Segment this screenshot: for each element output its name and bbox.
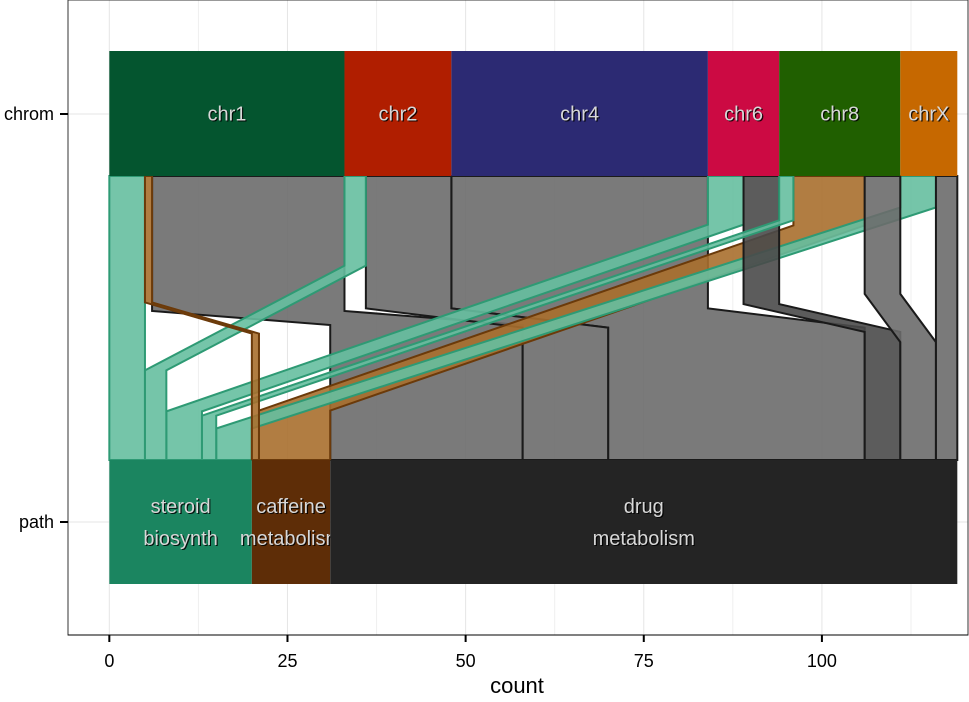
block-label-drug-metabolism: drug bbox=[624, 496, 664, 518]
block-chr8 bbox=[779, 51, 901, 176]
block-label-shadow: chr2 bbox=[380, 105, 419, 127]
block-caffeine-metabolism bbox=[251, 460, 331, 584]
block-label-chr8: chr8 bbox=[820, 104, 859, 126]
flows bbox=[108, 175, 959, 461]
block-label-drug-metabolism: metabolism bbox=[593, 528, 695, 550]
x-axis-title: count bbox=[490, 673, 544, 698]
block-label-shadow: drug bbox=[625, 497, 665, 519]
block-label-shadow: biosynth bbox=[145, 529, 220, 551]
flow-chrx-to-drug-metabolism bbox=[934, 175, 959, 461]
block-label-shadow: chr6 bbox=[725, 105, 764, 127]
block-chr6 bbox=[707, 51, 780, 176]
block-label-steroid-biosynth: steroid bbox=[151, 496, 211, 518]
x-ticks: 0 25 50 75 100 bbox=[104, 635, 837, 671]
y-tick-label-chrom: chrom bbox=[4, 104, 54, 124]
block-label-shadow: chr1 bbox=[209, 105, 248, 127]
block-label-shadow: caffeine bbox=[257, 497, 327, 519]
block-label-shadow: chr8 bbox=[821, 105, 860, 127]
block-label-shadow: steroid bbox=[152, 497, 212, 519]
y-ticks: chrom path bbox=[4, 104, 68, 532]
block-label-chr4: chr4 bbox=[560, 104, 599, 126]
block-label-chrx: chrX bbox=[908, 104, 949, 126]
block-label-shadow: metabolism bbox=[241, 529, 343, 551]
block-label-chr1: chr1 bbox=[207, 104, 246, 126]
block-label-caffeine-metabolism: caffeine bbox=[256, 496, 326, 518]
x-tick-label: 0 bbox=[104, 651, 114, 671]
block-chr1 bbox=[109, 51, 345, 176]
axes: 0 25 50 75 100 chrom path count bbox=[4, 0, 969, 698]
block-label-shadow: chrX bbox=[909, 105, 950, 127]
block-chrx bbox=[900, 51, 958, 176]
block-chr4 bbox=[451, 51, 708, 176]
x-tick-label: 100 bbox=[807, 651, 837, 671]
x-tick-label: 75 bbox=[634, 651, 654, 671]
block-steroid-biosynth bbox=[109, 460, 252, 584]
block-label-chr6: chr6 bbox=[724, 104, 763, 126]
y-tick-label-path: path bbox=[19, 512, 54, 532]
block-label-shadow: metabolism bbox=[594, 529, 696, 551]
block-label-steroid-biosynth: biosynth bbox=[143, 528, 218, 550]
block-drug-metabolism bbox=[330, 460, 958, 584]
block-label-chr2: chr2 bbox=[378, 104, 417, 126]
x-tick-label: 50 bbox=[456, 651, 476, 671]
block-label-caffeine-metabolism: metabolism bbox=[240, 528, 342, 550]
block-chr2 bbox=[344, 51, 452, 176]
flow-chr1-to-steroid-biosynth bbox=[108, 175, 146, 461]
x-tick-label: 25 bbox=[277, 651, 297, 671]
block-label-shadow: chr4 bbox=[561, 105, 600, 127]
